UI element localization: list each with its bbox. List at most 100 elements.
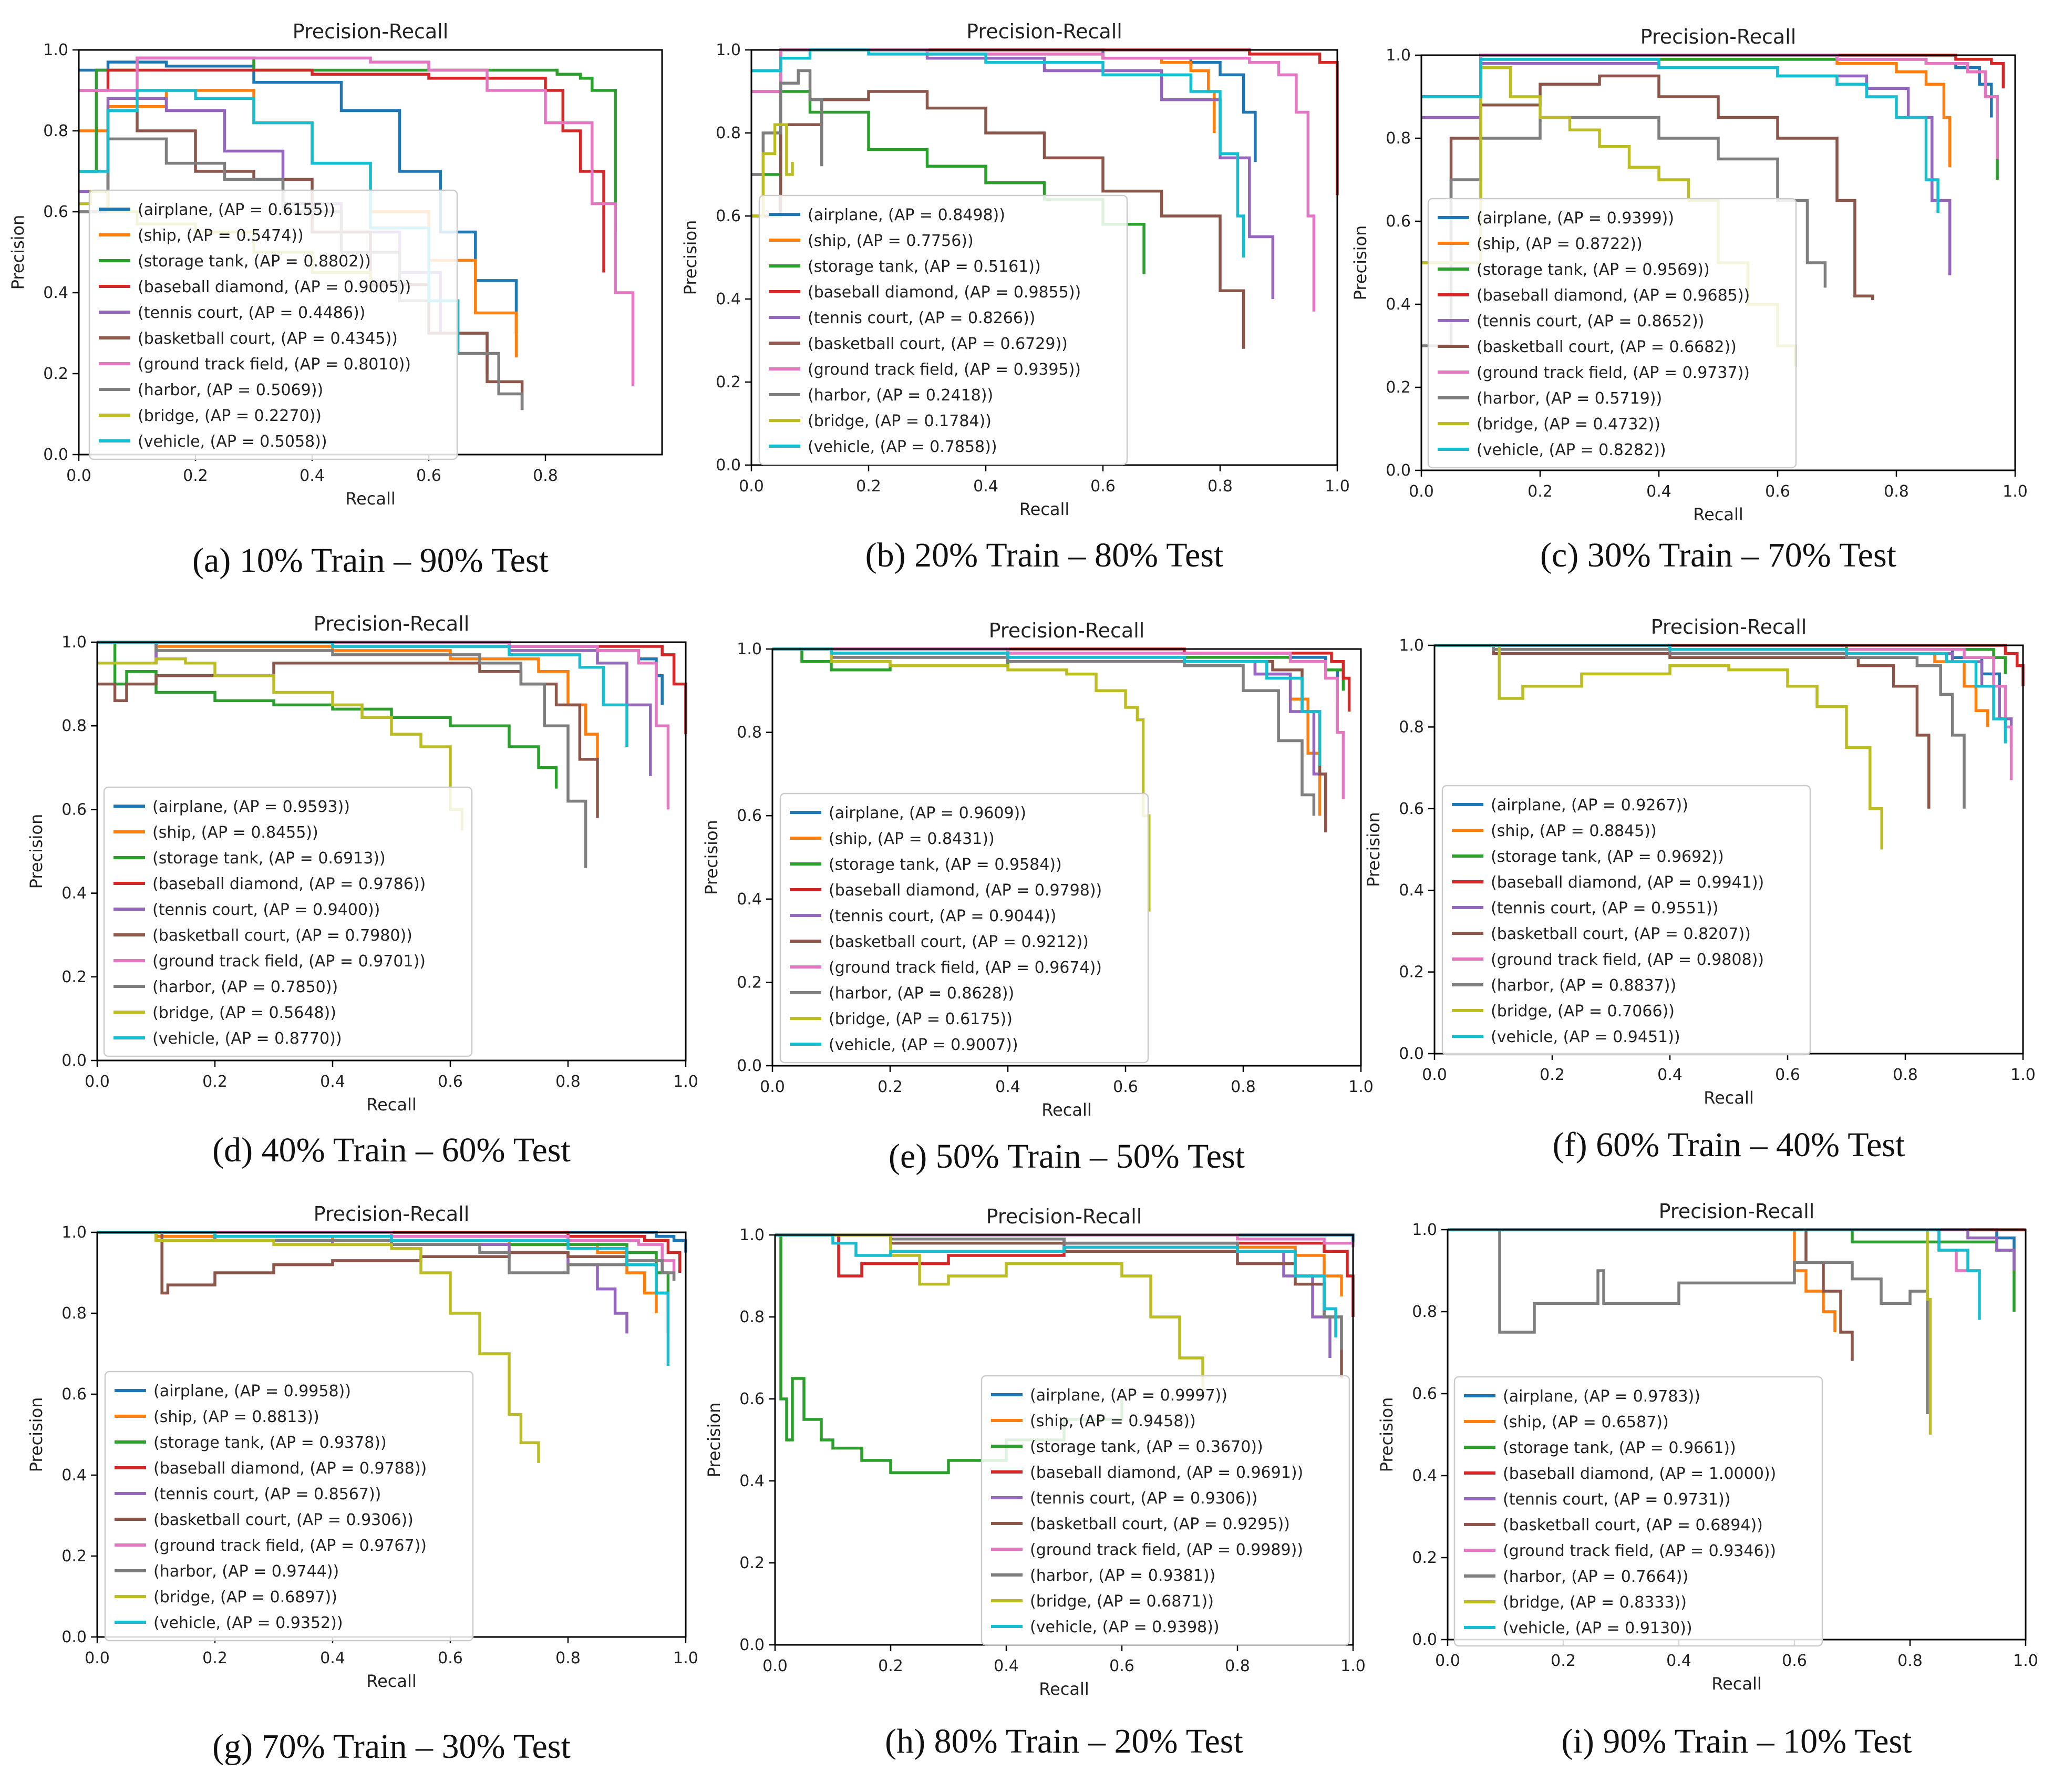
- chart-9-x-tick-label: 0.2: [1551, 1652, 1576, 1670]
- chart-9-title: Precision-Recall: [1659, 1200, 1815, 1223]
- chart-6-legend-entry: (baseball diamond, (AP = 0.9941)): [1491, 873, 1764, 892]
- chart-6-legend-entry: (tennis court, (AP = 0.9551)): [1491, 899, 1718, 918]
- chart-9-series-basketball-court-line: [1448, 1228, 1854, 1361]
- chart-1-x-tick-label: 0.0: [66, 467, 91, 485]
- chart-5-caption: (e) 50% Train – 50% Test: [889, 1137, 1245, 1176]
- chart-4-series-basketball-court-line: [97, 662, 599, 818]
- chart-2-x-axis-label: Recall: [1019, 499, 1069, 519]
- chart-9-legend-entry: (ship, (AP = 0.6587)): [1503, 1413, 1669, 1431]
- chart-7-x-tick-label: 0.0: [85, 1649, 110, 1667]
- chart-9-y-tick-label: 1.0: [1412, 1221, 1437, 1239]
- chart-8-y-tick-label: 0.0: [739, 1636, 765, 1654]
- chart-9-x-tick-label: 0.4: [1666, 1652, 1691, 1670]
- chart-5-y-tick-label: 0.0: [737, 1057, 762, 1075]
- chart-6-y-tick-label: 0.0: [1399, 1045, 1424, 1063]
- chart-2-legend-entry: (basketball court, (AP = 0.6729)): [808, 335, 1068, 353]
- chart-3-series-ship-line: [1421, 58, 1952, 168]
- chart-3-x-tick-label: 0.4: [1646, 482, 1671, 501]
- chart-1-caption: (a) 10% Train – 90% Test: [192, 541, 549, 580]
- chart-3-y-tick-label: 0.4: [1386, 295, 1411, 314]
- chart-3-x-tick-label: 0.2: [1528, 482, 1553, 501]
- chart-9-series-tennis-court-line: [1448, 1228, 2016, 1271]
- chart-7-y-tick-label: 0.8: [61, 1304, 87, 1323]
- chart-3-legend-entry: (tennis court, (AP = 0.8652)): [1477, 312, 1704, 331]
- chart-1-y-tick-label: 0.2: [43, 365, 68, 383]
- chart-5-x-tick-label: 0.0: [760, 1078, 785, 1096]
- chart-3-series-harbor-line: [1421, 116, 1827, 347]
- chart-7-y-tick-label: 1.0: [61, 1223, 87, 1242]
- chart-4-x-tick-label: 1.0: [673, 1073, 698, 1091]
- chart-7-x-tick-label: 0.4: [320, 1649, 345, 1667]
- chart-2-x-tick-label: 0.0: [739, 477, 764, 496]
- chart-6-y-axis-label: Precision: [1364, 812, 1384, 887]
- chart-3-legend-entry: (vehicle, (AP = 0.8282)): [1477, 441, 1666, 459]
- chart-8-series-tennis-court-line: [775, 1233, 1332, 1358]
- chart-5-y-tick-label: 0.8: [737, 724, 762, 742]
- chart-1-y-axis-label: Precision: [8, 215, 28, 290]
- chart-4-series-bridge-line: [97, 657, 464, 831]
- chart-5-legend-entry: (harbor, (AP = 0.8628)): [829, 984, 1014, 1003]
- chart-5-title: Precision-Recall: [989, 619, 1145, 642]
- chart-5-legend-entry: (airplane, (AP = 0.9609)): [829, 804, 1026, 822]
- chart-8-x-tick-label: 0.0: [762, 1657, 788, 1675]
- chart-3-x-tick-label: 1.0: [2003, 482, 2028, 501]
- chart-2-y-tick-label: 0.6: [716, 207, 741, 225]
- chart-7-legend-box: [104, 1371, 474, 1642]
- chart-5-y-tick-label: 0.2: [737, 973, 762, 992]
- chart-6-series-basketball-court-line: [1435, 644, 1931, 809]
- chart-4-series-ship-line: [97, 645, 599, 759]
- chart-8-x-tick-label: 0.2: [878, 1657, 903, 1675]
- chart-1-legend-entry: (tennis court, (AP = 0.4486)): [138, 304, 365, 322]
- chart-8-legend-entry: (harbor, (AP = 0.9381)): [1030, 1567, 1215, 1585]
- chart-5-y-tick-label: 0.4: [737, 890, 762, 909]
- chart-9-legend-entry: (tennis court, (AP = 0.9731)): [1503, 1490, 1730, 1509]
- chart-5-y-tick-label: 1.0: [737, 640, 762, 658]
- chart-1-legend-entry: (bridge, (AP = 0.2270)): [138, 407, 322, 425]
- chart-6-x-tick-label: 0.2: [1540, 1066, 1565, 1084]
- chart-7-legend-entry: (ship, (AP = 0.8813)): [153, 1408, 319, 1426]
- chart-2-x-tick-label: 0.8: [1208, 477, 1233, 496]
- chart-7-series-bridge-line: [97, 1231, 540, 1463]
- chart-8-x-tick-label: 0.4: [994, 1657, 1019, 1675]
- chart-5-series-harbor-line: [772, 647, 1316, 816]
- chart-1-x-tick-label: 0.8: [533, 467, 558, 485]
- chart-1-y-tick-label: 0.6: [43, 203, 68, 221]
- chart-3-y-tick-label: 0.0: [1386, 461, 1411, 480]
- chart-5-series-ground-track-field-line: [772, 647, 1345, 799]
- chart-7-y-tick-label: 0.0: [61, 1628, 87, 1646]
- chart-7-legend-entry: (bridge, (AP = 0.6897)): [153, 1588, 337, 1606]
- chart-3-series-storage-tank-line: [1421, 58, 1999, 180]
- chart-1-legend-entry: (vehicle, (AP = 0.5058)): [138, 432, 327, 451]
- chart-9-y-tick-label: 0.4: [1412, 1467, 1437, 1485]
- chart-2-y-tick-label: 0.4: [716, 290, 741, 308]
- chart-1-legend-entry: (airplane, (AP = 0.6155)): [138, 201, 335, 219]
- chart-7-x-tick-label: 0.8: [555, 1649, 581, 1667]
- chart-3-legend-entry: (bridge, (AP = 0.4732)): [1477, 415, 1660, 434]
- chart-1-legend-box: [88, 189, 458, 460]
- chart-6-caption: (f) 60% Train – 40% Test: [1553, 1126, 1905, 1164]
- chart-1-x-axis-label: Recall: [345, 489, 395, 509]
- chart-9-y-axis-label: Precision: [1377, 1397, 1397, 1472]
- chart-9-legend-entry: (airplane, (AP = 0.9783)): [1503, 1387, 1700, 1406]
- chart-1-legend-entry: (harbor, (AP = 0.5069)): [138, 381, 323, 399]
- chart-8-y-tick-label: 0.8: [739, 1308, 765, 1326]
- chart-8-legend-entry: (ground track field, (AP = 0.9989)): [1030, 1541, 1303, 1559]
- chart-2-legend-entry: (baseball diamond, (AP = 0.9855)): [808, 283, 1081, 302]
- chart-7-x-tick-label: 0.6: [438, 1649, 463, 1667]
- chart-4-legend-entry: (vehicle, (AP = 0.8770)): [152, 1029, 342, 1048]
- chart-5-x-tick-label: 0.8: [1231, 1078, 1256, 1096]
- chart-3-y-axis-label: Precision: [1350, 225, 1370, 301]
- chart-1-legend-entry: (basketball court, (AP = 0.4345)): [138, 329, 398, 348]
- chart-8-legend-box: [981, 1375, 1350, 1646]
- chart-1-y-tick-label: 0.8: [43, 122, 68, 140]
- chart-7-series-harbor-line: [97, 1231, 676, 1281]
- chart-6-y-tick-label: 0.2: [1399, 963, 1424, 982]
- chart-4-legend-entry: (ground track field, (AP = 0.9701)): [152, 952, 426, 971]
- chart-2-legend-entry: (storage tank, (AP = 0.5161)): [808, 258, 1041, 276]
- chart-3-y-tick-label: 0.6: [1386, 212, 1411, 231]
- chart-7-title: Precision-Recall: [314, 1202, 470, 1225]
- chart-5-y-axis-label: Precision: [701, 820, 721, 895]
- chart-1-x-tick-label: 0.4: [300, 467, 325, 485]
- chart-6-series-vehicle-line: [1435, 644, 2007, 744]
- chart-4-legend-entry: (basketball court, (AP = 0.7980)): [152, 926, 412, 945]
